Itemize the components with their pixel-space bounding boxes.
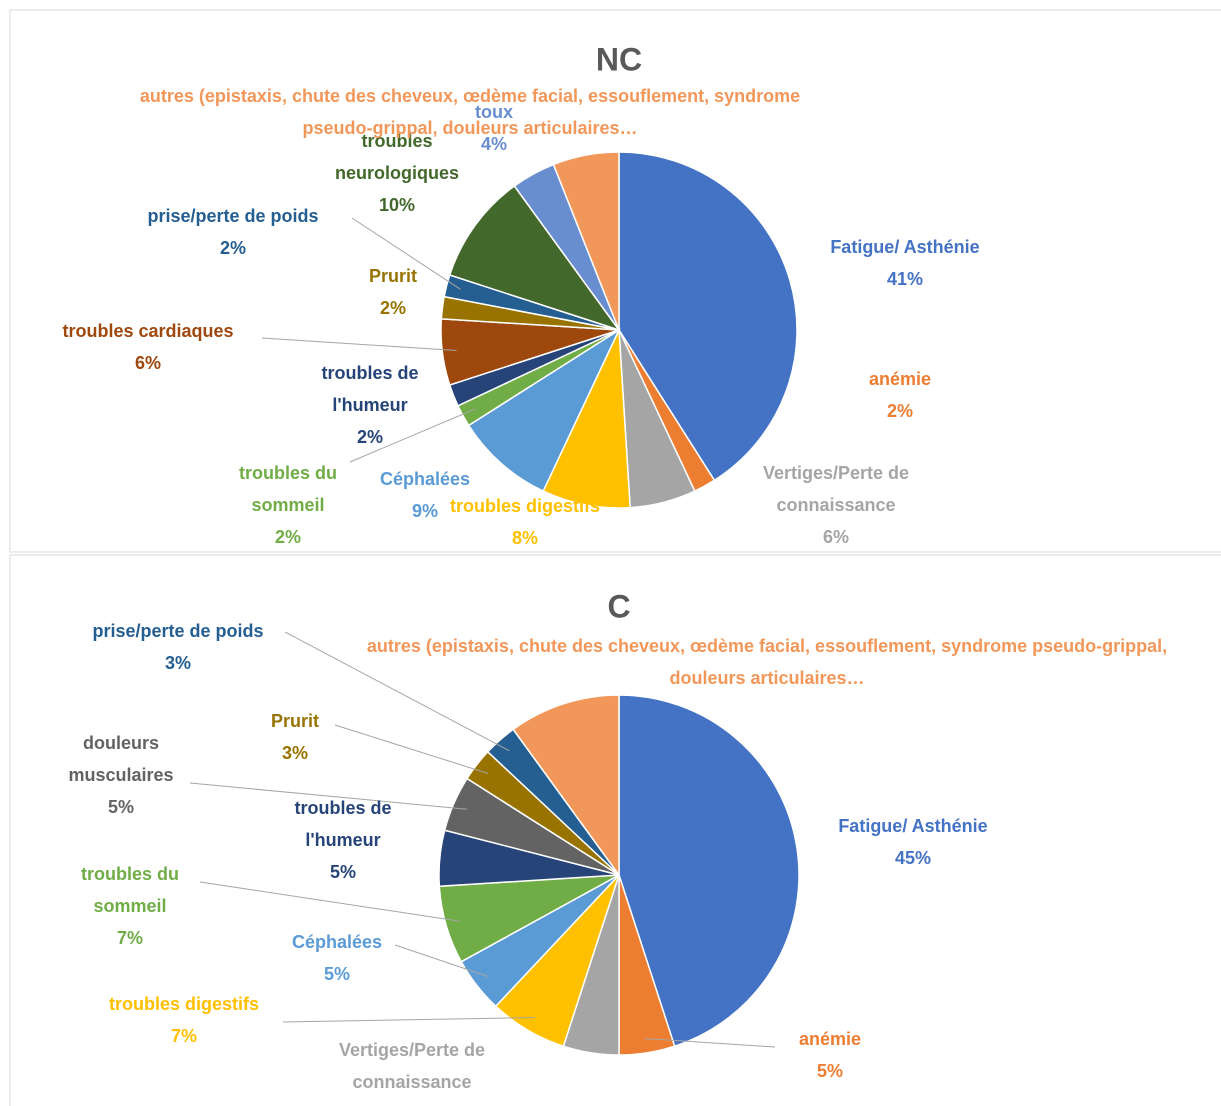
leader-line bbox=[284, 631, 510, 752]
category-label: toux bbox=[475, 102, 513, 122]
value-label: 5% bbox=[107, 797, 134, 817]
value-label: 5% bbox=[816, 1061, 843, 1081]
data-label: troubles du sommeil 2% bbox=[218, 457, 358, 553]
category-label: troubles neurologiques bbox=[334, 131, 459, 183]
value-label: 5% bbox=[297, 1098, 527, 1106]
data-label: Céphalées 9% bbox=[365, 463, 485, 527]
leader-line bbox=[351, 217, 461, 290]
pie-slice bbox=[552, 151, 620, 331]
category-label: Prurit bbox=[368, 266, 417, 286]
category-label: troubles du sommeil bbox=[81, 864, 179, 916]
leader-line bbox=[349, 408, 476, 463]
leader-line bbox=[394, 944, 489, 977]
data-label: Fatigue/ Asthénie 45% bbox=[803, 810, 1023, 874]
pie-slice bbox=[542, 329, 631, 509]
data-label: troubles de l'humeur 2% bbox=[295, 357, 445, 453]
category-label: autres (epistaxis, chute des cheveux, œd… bbox=[366, 636, 1168, 688]
data-label: toux 4% bbox=[454, 96, 534, 160]
data-label: troubles cardiaques 6% bbox=[23, 315, 273, 379]
data-label: troubles neurologiques 10% bbox=[312, 125, 482, 221]
data-label: anémie 2% bbox=[840, 363, 960, 427]
value-label: 2% bbox=[886, 401, 913, 421]
data-label: Fatigue/ Asthénie 41% bbox=[795, 231, 1015, 295]
leader-line bbox=[334, 724, 489, 774]
pie-slice bbox=[467, 327, 621, 493]
data-label: troubles digestifs 7% bbox=[74, 988, 294, 1052]
data-label: Prurit 2% bbox=[343, 260, 443, 324]
category-label: troubles du sommeil bbox=[239, 463, 337, 515]
data-label: Vertiges/Perte de connaissance 6% bbox=[721, 457, 951, 553]
value-label: 2% bbox=[219, 238, 246, 258]
category-label: troubles de l'humeur bbox=[321, 363, 419, 415]
data-label: troubles du sommeil 7% bbox=[50, 858, 210, 954]
leader-line bbox=[261, 337, 457, 352]
data-label: prise/perte de poids 2% bbox=[103, 200, 363, 264]
data-label: autres (epistaxis, chute des cheveux, œd… bbox=[337, 630, 1197, 694]
chart-frame bbox=[9, 9, 1221, 553]
chart-title: NC bbox=[595, 41, 643, 78]
category-label: troubles digestifs bbox=[108, 994, 260, 1014]
category-label: troubles digestifs bbox=[449, 496, 601, 516]
data-label: troubles de l'humeur 5% bbox=[268, 792, 418, 888]
data-label: douleurs musculaires 5% bbox=[41, 727, 201, 823]
data-label: autres (epistaxis, chute des cheveux, œd… bbox=[125, 80, 815, 144]
category-label: Vertiges/Perte de connaissance bbox=[762, 463, 910, 515]
data-label: Vertiges/Perte de connaissance 5% bbox=[297, 1034, 527, 1106]
category-label: troubles de l'humeur bbox=[294, 798, 392, 850]
value-label: 7% bbox=[170, 1026, 197, 1046]
value-label: 2% bbox=[379, 298, 406, 318]
value-label: 3% bbox=[164, 653, 191, 673]
leader-line bbox=[189, 782, 468, 810]
value-label: 7% bbox=[116, 928, 143, 948]
value-label: 5% bbox=[323, 964, 350, 984]
category-label: anémie bbox=[798, 1029, 862, 1049]
pie-slice bbox=[618, 694, 800, 1048]
pie-slice bbox=[618, 151, 798, 482]
chart-title: C bbox=[607, 588, 631, 625]
leader-line bbox=[644, 1038, 776, 1048]
category-label: Prurit bbox=[270, 711, 319, 731]
category-label: Fatigue/ Asthénie bbox=[830, 237, 980, 257]
value-label: 3% bbox=[281, 743, 308, 763]
value-label: 10% bbox=[378, 195, 416, 215]
category-label: Céphalées bbox=[379, 469, 471, 489]
value-label: 2% bbox=[274, 527, 301, 547]
category-label: prise/perte de poids bbox=[147, 206, 319, 226]
data-label: prise/perte de poids 3% bbox=[48, 615, 308, 679]
category-label: troubles cardiaques bbox=[62, 321, 234, 341]
chart-frame bbox=[9, 554, 1221, 1106]
pie-slice bbox=[512, 694, 620, 878]
category-label: prise/perte de poids bbox=[92, 621, 264, 641]
data-label: Céphalées 5% bbox=[267, 926, 407, 990]
value-label: 45% bbox=[894, 848, 932, 868]
value-label: 2% bbox=[356, 427, 383, 447]
data-label: troubles digestifs 8% bbox=[425, 490, 625, 554]
category-label: Vertiges/Perte de connaissance bbox=[338, 1040, 486, 1092]
leader-line bbox=[282, 1017, 535, 1023]
category-label: douleurs musculaires bbox=[68, 733, 174, 785]
category-label: autres (epistaxis, chute des cheveux, œd… bbox=[139, 86, 801, 138]
category-label: Fatigue/ Asthénie bbox=[838, 816, 988, 836]
category-label: Céphalées bbox=[291, 932, 383, 952]
data-label: Prurit 3% bbox=[245, 705, 345, 769]
value-label: 6% bbox=[134, 353, 161, 373]
value-label: 4% bbox=[480, 134, 507, 154]
pie-slice bbox=[448, 184, 621, 332]
leader-line bbox=[199, 881, 461, 922]
value-label: 5% bbox=[329, 862, 356, 882]
category-label: anémie bbox=[868, 369, 932, 389]
value-label: 8% bbox=[511, 528, 538, 548]
data-label: anémie 5% bbox=[770, 1023, 890, 1087]
value-label: 6% bbox=[822, 527, 849, 547]
value-label: 41% bbox=[886, 269, 924, 289]
value-label: 9% bbox=[411, 501, 438, 521]
